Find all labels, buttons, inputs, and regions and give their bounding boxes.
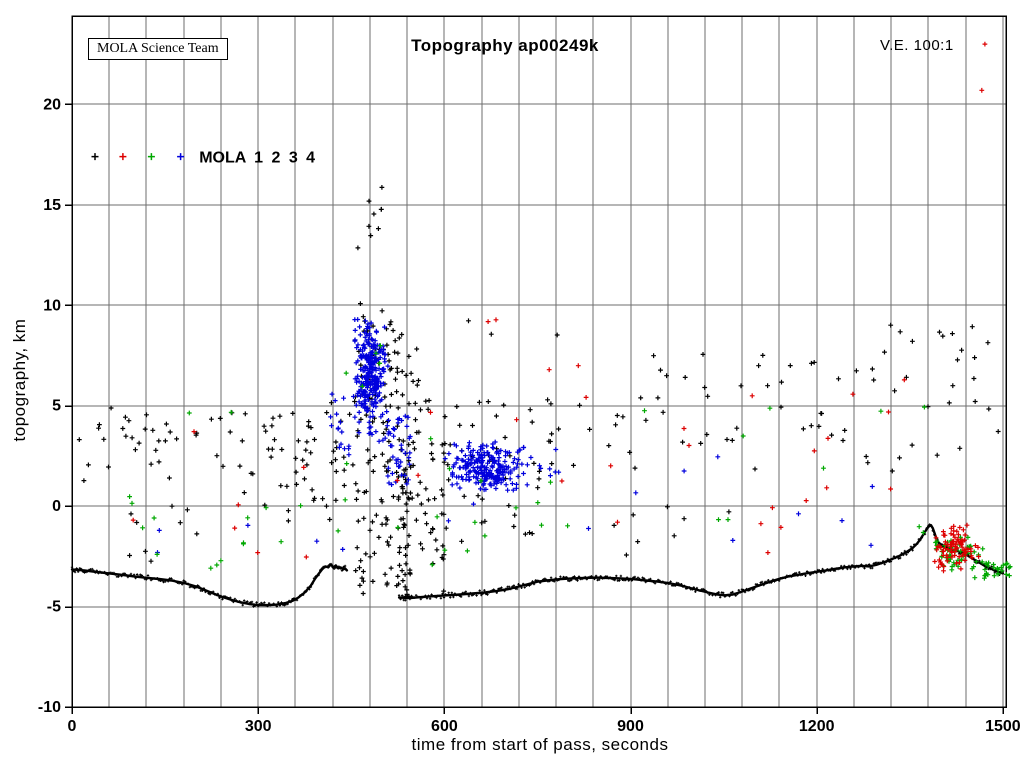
x-axis-label: time from start of pass, seconds (411, 735, 669, 754)
science-team-credit-box: MOLA Science Team (88, 38, 228, 60)
svg-text:0: 0 (68, 718, 77, 735)
svg-text:-10: -10 (38, 699, 61, 716)
svg-text:5: 5 (52, 398, 61, 415)
legend: MOLA 1 2 3 4 (91, 150, 315, 167)
svg-text:1200: 1200 (799, 718, 835, 735)
svg-text:600: 600 (431, 718, 458, 735)
y-axis-label: topography, km (10, 318, 29, 442)
svg-text:300: 300 (245, 718, 272, 735)
svg-text:0: 0 (52, 498, 61, 515)
svg-text:20: 20 (43, 96, 61, 113)
svg-text:-5: -5 (47, 599, 61, 616)
svg-text:15: 15 (43, 197, 61, 214)
svg-text:900: 900 (617, 718, 644, 735)
svg-text:1500: 1500 (985, 718, 1021, 735)
svg-text:10: 10 (43, 297, 61, 314)
svg-text:MOLA 1 2 3 4: MOLA 1 2 3 4 (199, 150, 315, 167)
chart-title: Topography ap00249k (411, 36, 599, 55)
vertical-exaggeration-label: V.E. 100:1 (880, 37, 954, 54)
